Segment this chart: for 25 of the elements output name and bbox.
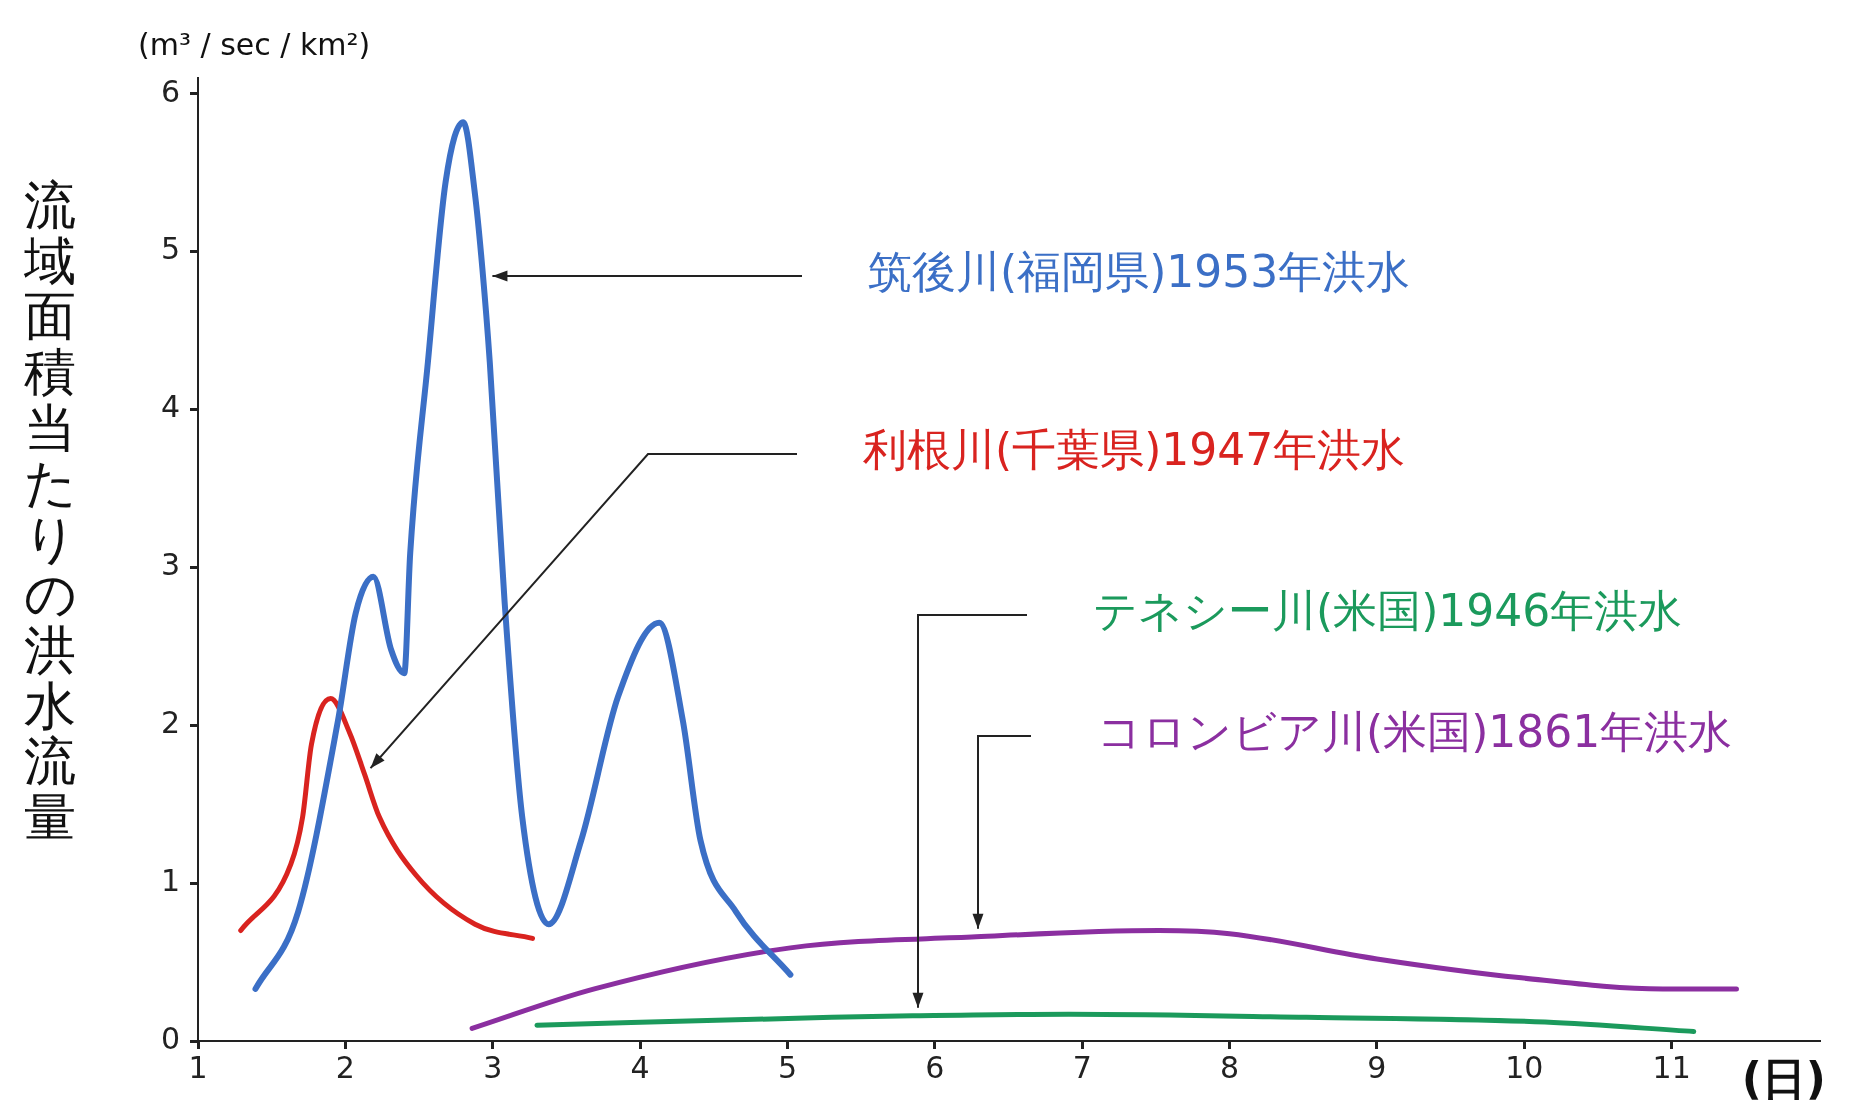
- y-tick-label: 2: [160, 705, 180, 741]
- x-tick-label: 9: [1367, 1049, 1387, 1085]
- text: 流域面積当たりの洪水流量: [23, 175, 77, 847]
- y-tick-label: 5: [160, 231, 180, 267]
- y-tick-label: 6: [160, 73, 180, 109]
- text: 筑後川(福岡県)1953年洪水: [868, 246, 1411, 298]
- y-tick-label: 0: [160, 1020, 180, 1056]
- x-tick-label: 3: [483, 1049, 503, 1085]
- x-tick-label: 7: [1072, 1049, 1092, 1085]
- x-tick-label: 10: [1505, 1049, 1544, 1085]
- x-tick-label: 8: [1220, 1049, 1240, 1085]
- text: (m³ / sec / km²): [138, 26, 371, 62]
- text: 利根川(千葉県)1947年洪水: [863, 424, 1406, 476]
- text: テネシー川(米国)1946年洪水: [1093, 585, 1683, 637]
- x-tick-label: 4: [630, 1049, 650, 1085]
- x-axis-title: (日): [1741, 1053, 1826, 1105]
- x-tick-label: 1: [188, 1049, 208, 1085]
- y-tick-label: 4: [160, 389, 180, 425]
- y-tick-label: 1: [160, 862, 180, 898]
- x-tick-label: 5: [777, 1049, 797, 1085]
- x-tick-label: 6: [925, 1049, 945, 1085]
- y-tick-label: 3: [160, 547, 180, 583]
- x-tick-label: 11: [1652, 1049, 1691, 1085]
- x-tick-label: 2: [335, 1049, 355, 1085]
- text: コロンビア川(米国)1861年洪水: [1097, 706, 1733, 758]
